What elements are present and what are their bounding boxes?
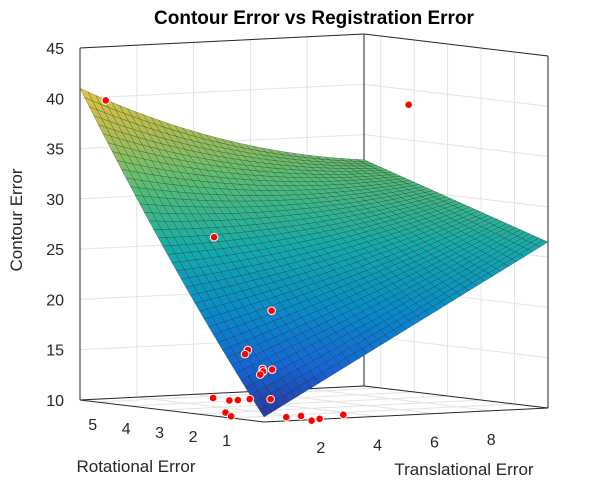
axis-edge bbox=[79, 33, 365, 49]
data-point bbox=[296, 411, 306, 421]
surface-mesh bbox=[79, 87, 549, 418]
data-point bbox=[255, 370, 265, 379]
grid-line bbox=[163, 395, 448, 411]
z-tick-label: 45 bbox=[46, 41, 64, 58]
axes-box bbox=[79, 33, 549, 423]
grid-line bbox=[230, 403, 515, 419]
data-point bbox=[307, 416, 316, 426]
surface-patch bbox=[259, 404, 273, 418]
z-tick-label: 10 bbox=[46, 393, 64, 410]
x-tick-label: 2 bbox=[316, 440, 325, 457]
data-point bbox=[226, 412, 236, 421]
y-tick-label: 2 bbox=[189, 429, 198, 446]
z-tick-label: 35 bbox=[46, 142, 64, 159]
z-tick-label: 30 bbox=[46, 192, 64, 209]
data-point bbox=[315, 414, 324, 424]
data-point bbox=[208, 393, 218, 403]
data-point bbox=[282, 412, 291, 422]
data-point bbox=[267, 306, 276, 315]
scatter-points bbox=[101, 96, 413, 426]
x-tick-label: 4 bbox=[373, 437, 382, 454]
axis-edge bbox=[363, 33, 549, 57]
grid-line bbox=[96, 387, 381, 403]
grid-line bbox=[79, 83, 365, 99]
z-tick-label: 40 bbox=[46, 91, 64, 108]
data-point bbox=[225, 396, 234, 405]
y-tick-label: 3 bbox=[155, 425, 164, 442]
grid-line bbox=[363, 335, 549, 359]
grid-line bbox=[197, 399, 482, 415]
x-tick-label: 6 bbox=[430, 435, 439, 452]
x-axis-label: Translational Error bbox=[394, 460, 534, 479]
data-point bbox=[240, 349, 250, 359]
y-axis-label: Rotational Error bbox=[76, 457, 195, 476]
data-point bbox=[404, 100, 413, 110]
data-point bbox=[245, 394, 255, 404]
grid-line bbox=[363, 83, 549, 107]
data-point bbox=[267, 365, 277, 374]
z-tick-label: 20 bbox=[46, 292, 64, 309]
axis-edge bbox=[363, 385, 549, 409]
data-point bbox=[101, 96, 111, 105]
chart-title: Contour Error vs Registration Error bbox=[154, 8, 474, 29]
z-tick-label: 25 bbox=[46, 242, 64, 259]
z-axis-label: Contour Error bbox=[7, 168, 26, 271]
data-point bbox=[266, 394, 275, 404]
y-tick-label: 5 bbox=[88, 417, 97, 434]
data-point bbox=[233, 395, 243, 405]
axis-edge bbox=[79, 385, 365, 401]
y-tick-label: 4 bbox=[122, 421, 131, 438]
x-tick-label: 8 bbox=[487, 432, 496, 449]
data-point bbox=[339, 410, 348, 420]
z-tick-label: 15 bbox=[46, 343, 64, 360]
grid-line bbox=[363, 134, 549, 158]
y-tick-label: 1 bbox=[222, 433, 231, 450]
data-point bbox=[209, 232, 219, 242]
